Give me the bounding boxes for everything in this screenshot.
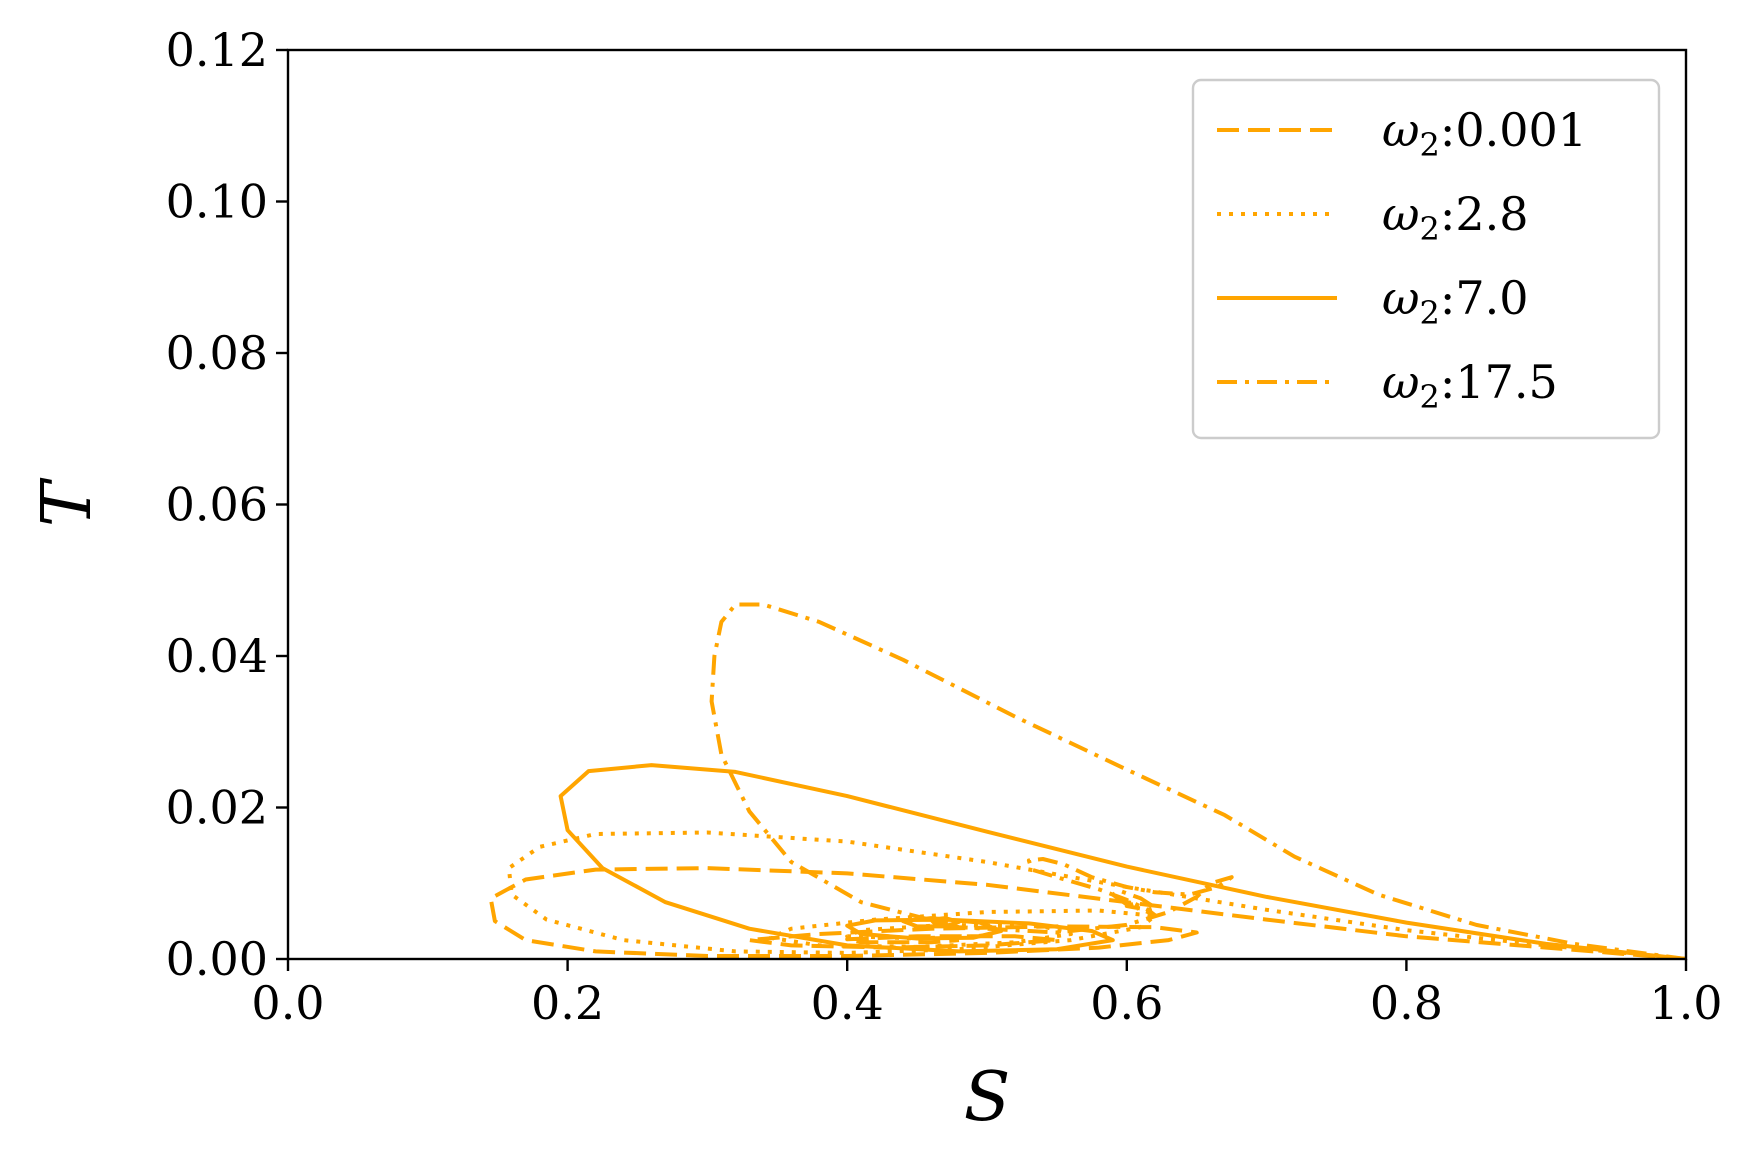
x-tick-label: 0.0 bbox=[251, 976, 324, 1030]
y-tick-label: 0.06 bbox=[166, 478, 268, 532]
legend-label: ω2:0.001 bbox=[1382, 103, 1587, 164]
x-tick-label: 0.8 bbox=[1370, 976, 1443, 1030]
legend-box bbox=[1191, 78, 1661, 440]
legend-label: ω2:17.5 bbox=[1382, 355, 1558, 416]
y-axis-label: T bbox=[28, 477, 107, 527]
y-tick-label: 0.08 bbox=[166, 326, 268, 380]
series-line-1 bbox=[506, 830, 1686, 959]
x-tick-label: 0.6 bbox=[1090, 976, 1163, 1030]
series-line-2 bbox=[558, 763, 1686, 959]
x-tick-label: 0.2 bbox=[531, 976, 604, 1030]
legend-label: ω2:2.8 bbox=[1382, 187, 1529, 248]
series-layer bbox=[488, 602, 1686, 959]
legend-label: ω2:7.0 bbox=[1382, 271, 1529, 332]
x-tick-label: 1.0 bbox=[1649, 976, 1722, 1030]
y-tick-label: 0.10 bbox=[166, 175, 268, 229]
axes-layer: 0.0 0.2 0.4 0.6 0.8 1.0 0.00 0.02 0.04 0.06 0.08 0.… bbox=[166, 23, 1723, 1030]
legend: ω2:0.001 ω2:2.8 ω2:7.0 ω2:17.5 bbox=[1191, 78, 1661, 440]
y-tick-label: 0.12 bbox=[166, 23, 268, 77]
y-tick-label: 0.02 bbox=[166, 781, 268, 835]
series-line-0 bbox=[488, 866, 1686, 959]
y-tick-label: 0.04 bbox=[166, 629, 268, 683]
x-tick-label: 0.4 bbox=[811, 976, 884, 1030]
x-axis-label: S bbox=[964, 1058, 1011, 1137]
y-tick-label: 0.00 bbox=[166, 932, 268, 986]
series-line-3 bbox=[709, 602, 1686, 959]
